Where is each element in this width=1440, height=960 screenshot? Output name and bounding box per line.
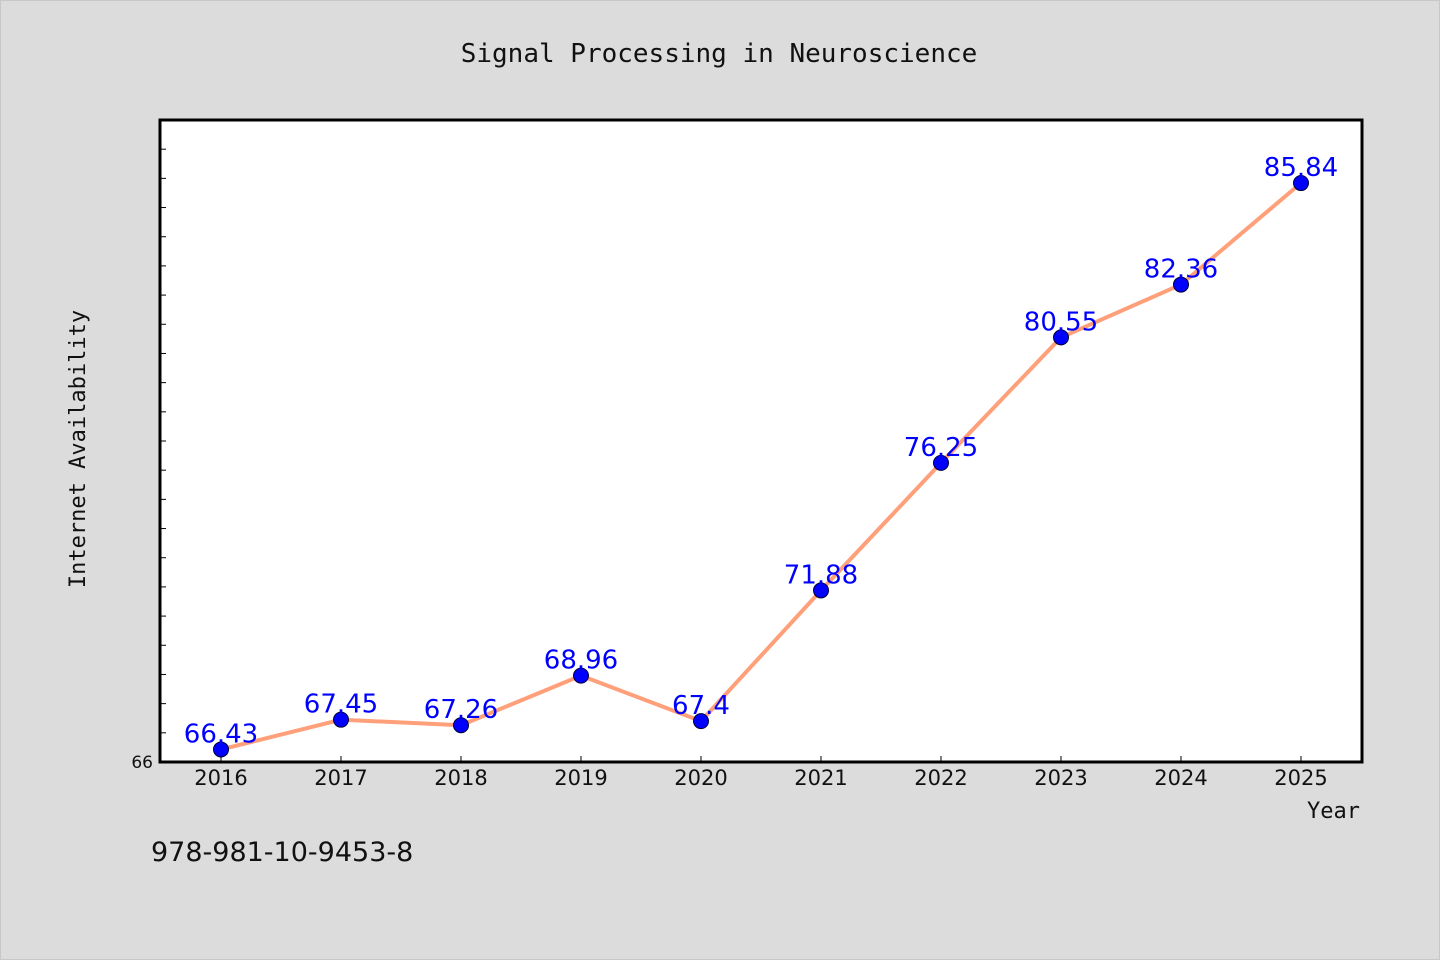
x-axis-ticks: 2016 2017 2018 2019 2020 2021 2022 2023 2024 2025 bbox=[194, 756, 1328, 790]
y-tick-label: 66 bbox=[131, 753, 153, 773]
data-label: 76.25 bbox=[904, 433, 978, 463]
series-layer: 66.43 67.45 67.26 68.96 67.4 71.88 76.25 80.55 8… bbox=[184, 153, 1338, 758]
data-label: 82.36 bbox=[1144, 255, 1218, 285]
plot-area bbox=[158, 118, 1364, 764]
y-axis-ticks: 66 bbox=[131, 148, 166, 773]
x-tick-label: 2020 bbox=[674, 766, 727, 790]
x-axis-label: Year bbox=[1307, 799, 1360, 824]
y-axis-label: Internet Availability bbox=[66, 310, 91, 588]
isbn-code: 978-981-10-9453-8 bbox=[151, 837, 414, 868]
data-point bbox=[1293, 175, 1309, 192]
x-tick-label: 2017 bbox=[314, 766, 367, 790]
x-tick-label: 2018 bbox=[434, 766, 487, 790]
data-point bbox=[1173, 276, 1189, 293]
x-tick-label: 2025 bbox=[1274, 766, 1327, 790]
data-point bbox=[213, 741, 229, 758]
data-label: 71.88 bbox=[784, 560, 858, 590]
x-tick-label: 2023 bbox=[1034, 766, 1087, 790]
x-tick-label: 2024 bbox=[1154, 766, 1207, 790]
data-label: 67.45 bbox=[304, 690, 378, 720]
data-label: 80.55 bbox=[1024, 307, 1098, 337]
data-point bbox=[813, 582, 829, 599]
data-point bbox=[1053, 329, 1069, 346]
data-point bbox=[573, 667, 589, 684]
data-label: 67.4 bbox=[672, 691, 730, 721]
data-label: 66.43 bbox=[184, 719, 258, 749]
data-label: 68.96 bbox=[544, 646, 618, 676]
data-label: 67.26 bbox=[424, 695, 498, 725]
series-line bbox=[220, 181, 1303, 752]
chart-title: Signal Processing in Neuroscience bbox=[461, 39, 978, 69]
data-point bbox=[453, 717, 469, 734]
data-point bbox=[333, 711, 349, 728]
x-tick-label: 2019 bbox=[554, 766, 607, 790]
x-tick-label: 2016 bbox=[194, 766, 247, 790]
data-point bbox=[693, 713, 709, 730]
data-point bbox=[933, 454, 949, 471]
data-label: 85.84 bbox=[1264, 153, 1338, 183]
x-tick-label: 2022 bbox=[914, 766, 967, 790]
x-tick-label: 2021 bbox=[794, 766, 847, 790]
